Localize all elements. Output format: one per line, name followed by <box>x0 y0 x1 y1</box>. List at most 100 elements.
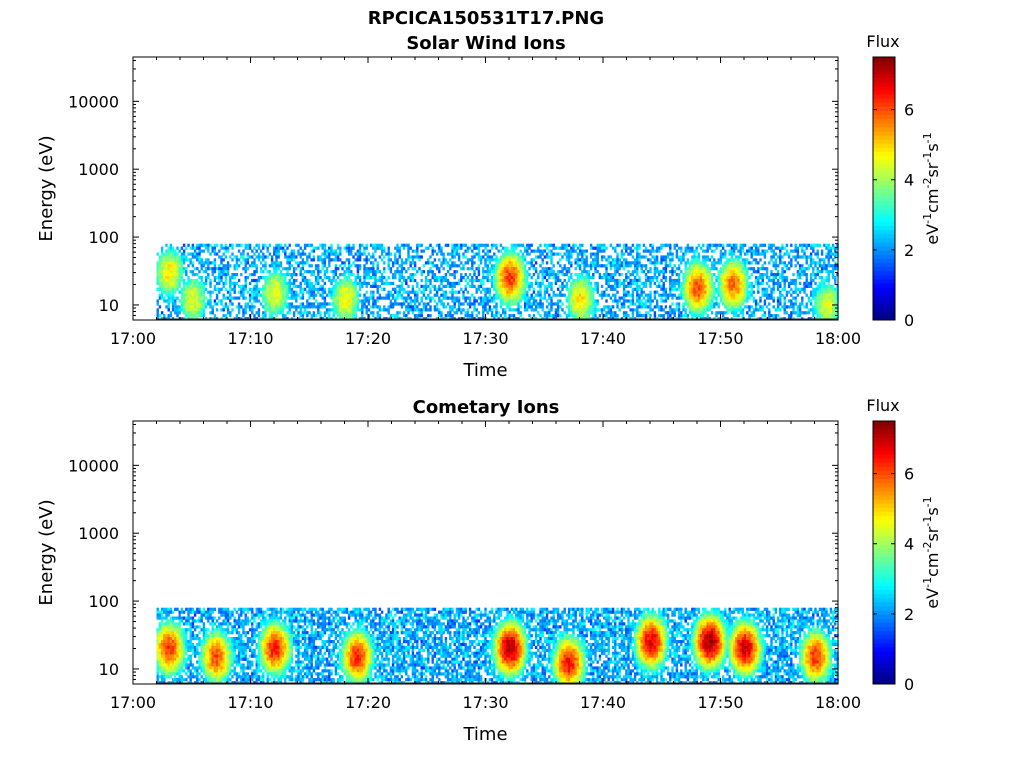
heatmap-cell <box>655 246 659 250</box>
heatmap-cell <box>312 255 316 259</box>
heatmap-cell <box>424 284 428 288</box>
heatmap-cell <box>220 308 223 312</box>
heatmap-cell <box>757 276 760 280</box>
heatmap-cell <box>704 296 707 300</box>
heatmap-cell <box>550 284 553 288</box>
heatmap-cell <box>752 270 756 274</box>
heatmap-cell <box>790 287 793 291</box>
heatmap-cell <box>589 261 593 265</box>
heatmap-cell <box>378 243 382 247</box>
heatmap-cell <box>233 276 236 280</box>
heatmap-cell <box>772 252 775 256</box>
heatmap-cell <box>583 311 586 315</box>
heatmap-cell <box>724 270 727 274</box>
heatmap-cell <box>570 284 573 288</box>
heatmap-cell <box>818 261 822 265</box>
heatmap-cell <box>402 278 406 283</box>
heatmap-cell <box>189 284 192 288</box>
heatmap-cell <box>288 278 291 283</box>
heatmap-cell <box>240 261 243 265</box>
heatmap-cell <box>801 255 804 259</box>
heatmap-cell <box>440 299 443 303</box>
heatmap-cell <box>262 311 265 315</box>
heatmap-cell <box>691 273 694 277</box>
heatmap-cell <box>198 311 201 315</box>
heatmap-cell <box>182 249 186 253</box>
heatmap-cell <box>422 293 426 297</box>
heatmap-cell <box>405 299 408 303</box>
heatmap-cell <box>655 305 659 309</box>
heatmap-cell <box>374 243 377 247</box>
heatmap-cell <box>713 296 716 300</box>
heatmap-cell <box>231 276 234 280</box>
heatmap-cell <box>248 281 252 285</box>
heatmap-cell <box>792 308 795 312</box>
heatmap-cell <box>526 305 529 309</box>
heatmap-cell <box>288 261 291 265</box>
heatmap-cell <box>169 267 173 271</box>
heatmap-cell <box>636 305 639 309</box>
heatmap-cell <box>636 243 639 247</box>
heatmap-cell <box>240 252 243 256</box>
heatmap-cell <box>233 255 236 259</box>
heatmap-cell <box>673 281 676 285</box>
heatmap-cell <box>411 287 415 291</box>
heatmap-cell <box>706 267 709 271</box>
heatmap-cell <box>642 264 646 268</box>
heatmap-cell <box>246 276 250 280</box>
heatmap-cell <box>816 243 819 247</box>
heatmap-cell <box>732 243 736 247</box>
heatmap-cell <box>798 305 802 309</box>
heatmap-cell <box>761 249 764 253</box>
heatmap-cell <box>341 287 344 291</box>
heatmap-cell <box>820 290 824 294</box>
heatmap-cell <box>548 249 551 253</box>
heatmap-cell <box>171 267 175 271</box>
heatmap-cell <box>688 305 692 309</box>
heatmap-cell <box>435 293 439 297</box>
heatmap-cell <box>603 276 606 280</box>
heatmap-cell <box>273 276 276 280</box>
heatmap-cell <box>792 281 795 285</box>
heatmap-cell <box>567 302 571 306</box>
heatmap-cell <box>825 287 828 291</box>
heatmap-cell <box>726 308 729 312</box>
heatmap-cell <box>510 255 514 259</box>
heatmap-cell <box>482 276 485 280</box>
heatmap-cell <box>477 267 481 271</box>
heatmap-cell <box>200 284 203 288</box>
heatmap-cell <box>697 258 701 262</box>
heatmap-cell <box>475 252 478 256</box>
heatmap-cell <box>735 284 738 288</box>
heatmap-cell <box>596 261 599 265</box>
heatmap-cell <box>541 252 544 256</box>
heatmap-cell <box>585 308 588 312</box>
heatmap-cell <box>332 273 335 277</box>
heatmap-cell <box>517 299 520 303</box>
heatmap-cell <box>669 311 672 315</box>
heatmap-cell <box>614 267 617 271</box>
heatmap-cell <box>823 267 826 271</box>
heatmap-cell <box>422 287 426 291</box>
heatmap-cell <box>453 305 456 309</box>
heatmap-cell <box>231 258 234 262</box>
heatmap-cell <box>658 273 661 277</box>
heatmap-cell <box>380 243 384 247</box>
heatmap-cell <box>697 273 701 277</box>
heatmap-cell <box>611 273 615 277</box>
heatmap-cell <box>726 302 729 306</box>
heatmap-cell <box>288 255 291 259</box>
heatmap-cell <box>763 267 767 271</box>
heatmap-cell <box>640 270 643 274</box>
heatmap-cell <box>306 305 309 309</box>
heatmap-cell <box>187 281 190 285</box>
heatmap-cell <box>191 287 195 291</box>
heatmap-cell <box>284 252 287 256</box>
heatmap-cell <box>631 314 635 318</box>
heatmap-cell <box>251 296 254 300</box>
heatmap-cell <box>317 302 320 306</box>
heatmap-cell <box>264 276 267 280</box>
heatmap-cell <box>174 308 177 312</box>
heatmap-cell <box>708 284 712 288</box>
heatmap-cell <box>552 293 555 297</box>
